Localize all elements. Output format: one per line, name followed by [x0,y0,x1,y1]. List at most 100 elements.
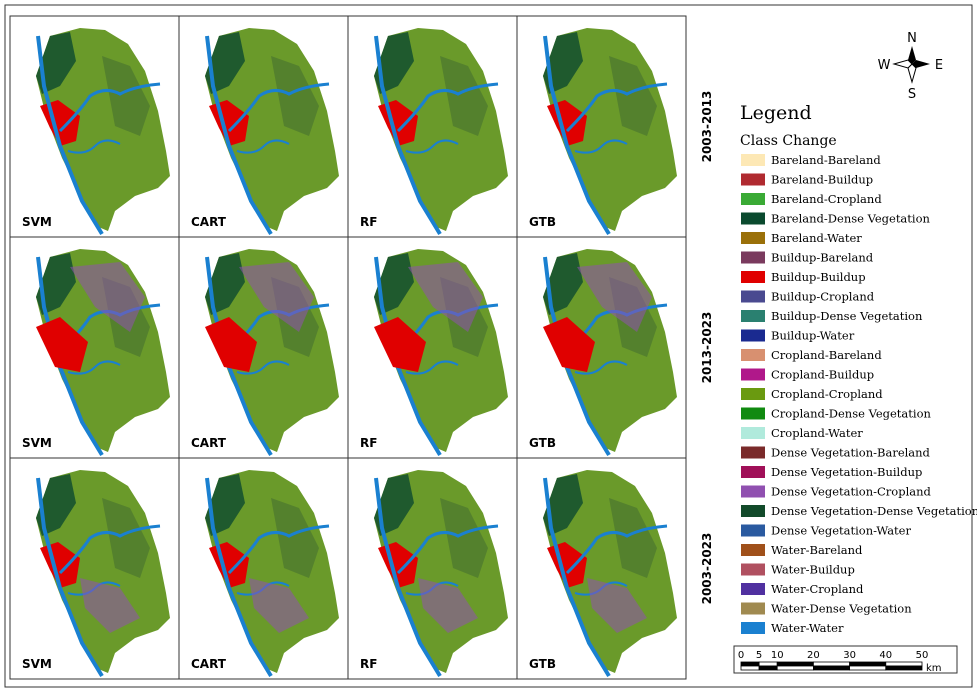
legend-swatch [741,446,765,459]
period-label: 2003-2013 [700,91,714,163]
legend-swatch [741,232,765,244]
change-overlay [543,317,595,372]
legend-label: Water-Bareland [771,543,863,557]
scale-tick-label: 5 [756,650,762,661]
scale-segment [813,665,851,671]
scale-tick-label: 50 [916,650,929,661]
legend-label: Cropland-Buildup [771,368,874,382]
legend-swatch [741,505,765,517]
legend-swatch [741,524,765,537]
legend-swatch [741,173,765,186]
compass-e: E [935,58,943,73]
legend-label: Water-Buildup [771,563,855,577]
legend-swatch [741,622,765,634]
classified-map [372,247,510,457]
legend-swatch [741,349,765,361]
change-overlay [249,578,309,633]
legend-label: Water-Dense Vegetation [771,602,912,616]
classified-map [203,247,341,457]
change-overlay [418,578,478,633]
model-label: GTB [529,436,556,450]
scale-tick-label: 10 [771,650,784,661]
legend-label: Buildup-Water [771,329,855,343]
classified-map [34,468,172,678]
change-overlay [80,578,140,633]
model-label: SVM [22,215,52,229]
scale-tick-label: 20 [807,650,820,661]
legend-label: Cropland-Bareland [771,348,882,362]
legend-swatch [741,329,765,342]
change-overlay [70,262,145,332]
scale-segment [758,665,778,671]
legend-label: Dense Vegetation-Cropland [771,485,932,499]
outer-frame [4,4,973,688]
legend-swatch [741,271,765,283]
model-label: RF [360,215,377,229]
legend-label: Buildup-Buildup [771,270,866,284]
legend-swatch [741,544,765,556]
classified-map [372,468,510,678]
model-label: CART [191,215,227,229]
compass-n: N [907,31,917,46]
scale-segment [813,661,851,667]
legend-swatch [741,290,765,303]
model-label: RF [360,436,377,450]
change-overlay [408,262,483,332]
scale-segment [885,665,923,671]
legend-label: Bareland-Water [771,231,862,245]
model-label: SVM [22,657,52,671]
scale-tick-label: 40 [879,650,892,661]
scale-segment [740,661,760,667]
legend-swatch [741,466,765,478]
legend-label: Cropland-Dense Vegetation [771,407,931,421]
legend-title: Legend [740,102,812,124]
model-label: GTB [529,657,556,671]
legend-label: Water-Water [771,621,844,635]
legend-swatch [741,407,765,420]
legend-swatch [741,251,765,264]
period-label: 2003-2023 [700,533,714,605]
change-overlay [374,317,426,372]
legend-label: Buildup-Dense Vegetation [771,309,923,323]
compass-w: W [878,58,891,73]
legend-label: Dense Vegetation-Dense Vegetation [771,504,977,518]
change-overlay [36,317,88,372]
north-arrow: N S E W [878,31,944,102]
legend-label: Dense Vegetation-Bareland [771,446,931,460]
legend-swatch [741,368,765,381]
scale-segment [885,661,923,667]
classified-map [203,468,341,678]
legend-swatch [741,583,765,595]
model-label: CART [191,436,227,450]
legend-label: Cropland-Water [771,426,863,440]
legend-swatch [741,212,765,225]
scale-segment [849,661,887,667]
scale-segment [776,665,814,671]
legend-swatch [741,193,765,205]
legend-label: Bareland-Dense Vegetation [771,212,931,226]
legend-label: Dense Vegetation-Buildup [771,465,922,479]
legend-label: Bareland-Buildup [771,173,873,187]
legend-label: Buildup-Cropland [771,290,875,304]
change-overlay [587,578,647,633]
period-label: 2013-2023 [700,312,714,384]
change-overlay [577,262,652,332]
legend-swatch [741,602,765,615]
scale-unit: km [926,663,942,674]
classified-map [541,468,679,678]
change-overlay [239,262,314,332]
classified-map [541,247,679,457]
legend-subtitle: Class Change [740,133,837,149]
legend-label: Bareland-Bareland [771,153,881,167]
legend-label: Cropland-Cropland [771,387,883,401]
model-label: GTB [529,215,556,229]
scale-tick-label: 30 [843,650,856,661]
legend-swatch [741,485,765,498]
scale-segment [758,661,778,667]
model-label: SVM [22,436,52,450]
legend-label: Water-Cropland [771,582,864,596]
model-label: CART [191,657,227,671]
model-label: RF [360,657,377,671]
legend-swatch [741,388,765,400]
